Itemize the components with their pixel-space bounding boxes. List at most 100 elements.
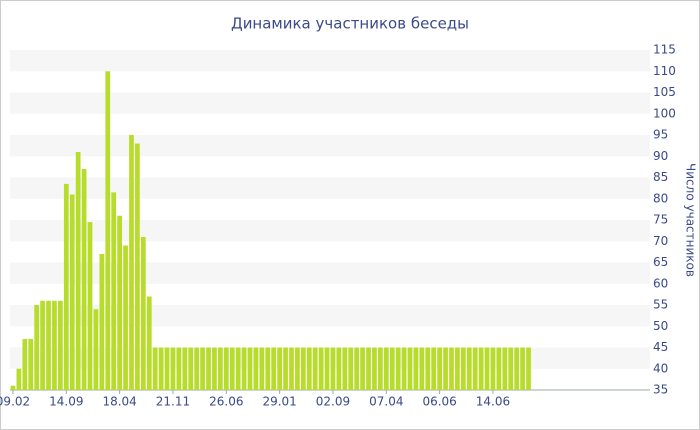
bar	[508, 347, 514, 390]
grid-band	[10, 177, 650, 199]
bar	[34, 305, 40, 390]
bar	[484, 347, 490, 390]
bar	[372, 347, 377, 390]
bar	[87, 222, 93, 390]
bar	[265, 347, 271, 390]
bar	[431, 347, 437, 390]
y-tick-label: 45	[653, 340, 668, 354]
bar	[212, 347, 217, 390]
y-tick-label: 90	[653, 149, 668, 163]
bar	[253, 347, 259, 390]
x-tick-label: 29.01	[262, 395, 296, 409]
y-tick-label: 115	[653, 43, 676, 57]
bar	[158, 347, 164, 390]
bar	[443, 347, 448, 390]
y-tick-label: 75	[653, 213, 668, 227]
bar	[437, 347, 442, 390]
bar	[111, 192, 117, 390]
bar	[354, 347, 360, 390]
x-tick-label: 26.06	[209, 395, 243, 409]
y-tick-label: 70	[653, 234, 668, 248]
bar	[324, 347, 330, 390]
x-tick-label: 14.06	[476, 395, 510, 409]
y-tick-label: 95	[653, 128, 668, 142]
y-tick-label: 85	[653, 170, 668, 184]
x-tick-label: 14.09	[49, 395, 83, 409]
bar	[490, 347, 496, 390]
bar	[152, 347, 158, 390]
x-tick-label: 21.11	[156, 395, 190, 409]
bar	[28, 339, 34, 390]
bar	[330, 347, 336, 390]
chart-title: Динамика участников беседы	[231, 15, 469, 33]
bar	[123, 245, 128, 390]
bar	[342, 347, 348, 390]
bar	[129, 135, 134, 390]
bar	[247, 347, 253, 390]
bar	[455, 347, 460, 390]
grid-band	[10, 347, 650, 369]
bar	[99, 254, 105, 390]
y-tick-label: 100	[653, 106, 676, 120]
y-tick-label: 65	[653, 255, 668, 269]
bar	[283, 347, 288, 390]
bar	[182, 347, 188, 390]
bar	[188, 347, 194, 390]
bar	[146, 296, 152, 390]
bar	[241, 347, 247, 390]
bar	[526, 347, 531, 390]
bar	[419, 347, 425, 390]
bar	[10, 385, 16, 390]
bar	[259, 347, 265, 390]
y-tick-label: 50	[653, 319, 668, 333]
bar	[295, 347, 300, 390]
bar	[514, 347, 520, 390]
bar	[478, 347, 484, 390]
bar	[46, 300, 51, 390]
bar	[135, 143, 140, 390]
bar	[16, 368, 22, 390]
bar	[366, 347, 371, 390]
grid-band	[10, 50, 650, 72]
grid-band	[10, 220, 650, 242]
y-tick-label: 110	[653, 64, 676, 78]
bar	[40, 300, 45, 390]
bar	[93, 309, 99, 390]
bar	[81, 169, 87, 390]
bar	[289, 347, 294, 390]
bar	[235, 347, 241, 390]
bar	[52, 300, 57, 390]
y-tick-label: 35	[653, 383, 668, 397]
bar	[75, 152, 81, 390]
bar	[360, 347, 365, 390]
bar	[348, 347, 354, 390]
bar	[300, 347, 306, 390]
bar	[378, 347, 383, 390]
grid-band	[10, 262, 650, 284]
x-tick-label: 02.09	[316, 395, 350, 409]
bar	[401, 347, 407, 390]
bar	[389, 347, 395, 390]
x-tick-label: 07.04	[369, 395, 403, 409]
grid-band	[10, 92, 650, 114]
bar	[22, 339, 28, 390]
y-tick-label: 60	[653, 276, 668, 290]
grid-band	[10, 135, 650, 157]
bar	[466, 347, 472, 390]
bar	[271, 347, 277, 390]
bar	[277, 347, 282, 390]
bar	[520, 347, 525, 390]
bar	[496, 347, 502, 390]
bar	[69, 194, 75, 390]
bar	[63, 183, 69, 390]
bar	[206, 347, 211, 390]
bar	[170, 347, 176, 390]
y-tick-label: 55	[653, 298, 668, 312]
y-tick-label: 105	[653, 85, 676, 99]
bar	[395, 347, 401, 390]
bar	[176, 347, 182, 390]
bar	[140, 237, 146, 390]
grid-band	[10, 305, 650, 327]
bar	[306, 347, 312, 390]
